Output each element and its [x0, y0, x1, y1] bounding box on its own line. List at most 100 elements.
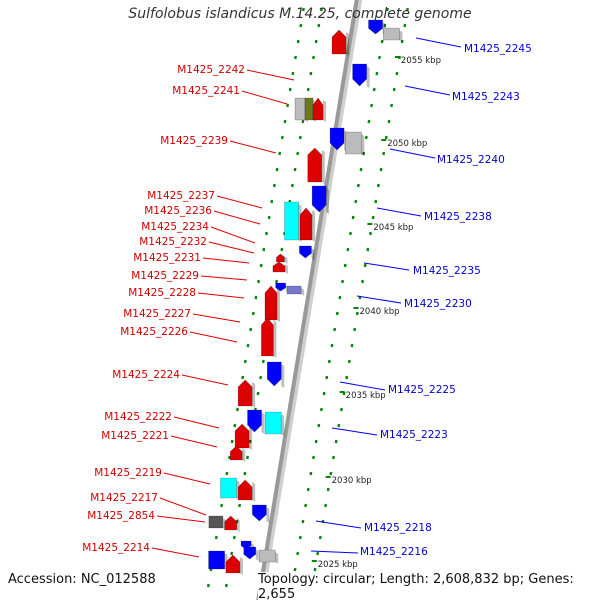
gene-glyph-2235-shade [311, 248, 315, 260]
gene-glyph-2226-shade [273, 320, 277, 358]
gene-glyph-2216c [258, 549, 276, 563]
gene-glyph-2238-shade [326, 188, 330, 214]
gene-glyph-2246 [331, 29, 347, 55]
gene-leader-M1425_2243 [404, 85, 451, 96]
gene-glyph-2216b-shade [255, 549, 259, 561]
gene-leader-M1425_2242 [246, 69, 295, 81]
accession-text: Accession: NC_012588 [8, 572, 156, 587]
genome-backbone [256, 0, 359, 603]
gene-glyph-2236 [299, 207, 313, 241]
gene-glyph-2854b-shade [236, 518, 240, 532]
gene-glyph-2241b [304, 97, 314, 121]
gene-leader-M1425_2228 [197, 292, 245, 299]
gene-label-M1425_2243: M1425_2243 [452, 91, 520, 103]
gene-glyph-2241c-shade [323, 100, 327, 122]
gene-glyph-2245b-shade [399, 30, 403, 42]
gene-label-M1425_2226: M1425_2226 [120, 326, 188, 338]
scale-tick-label-3: 2040 kbp [360, 307, 400, 317]
gene-label-M1425_2218: M1425_2218 [364, 522, 432, 534]
gene-glyph-2230a [275, 282, 286, 292]
scale-tick-label-1: 2030 kbp [332, 476, 372, 486]
gene-label-M1425_2222: M1425_2222 [104, 411, 172, 423]
gene-label-M1425_2240: M1425_2240 [437, 154, 505, 166]
gene-leader-M1425_2240 [389, 148, 436, 159]
gene-leader-M1425_2225 [339, 381, 386, 391]
gene-glyph-2218-shade [266, 507, 270, 523]
gene-glyph-2230b-shade [301, 288, 305, 296]
gene-glyph-2239-shade [321, 150, 325, 184]
gene-glyph-2245b [383, 27, 400, 41]
gene-label-M1425_2225: M1425_2225 [388, 384, 456, 396]
gene-glyph-2221a [234, 423, 250, 449]
gene-glyph-2229 [272, 261, 286, 273]
gene-glyph-2854a [208, 515, 224, 529]
gene-glyph-2236-shade [312, 210, 316, 242]
scale-tick-label-0: 2025 kbp [318, 560, 358, 570]
gene-glyph-2221b [229, 445, 243, 461]
gene-leader-M1425_2226 [189, 331, 238, 343]
gene-label-M1425_2224: M1425_2224 [112, 369, 180, 381]
topology-text: Topology: circular; Length: 2,608,832 bp… [258, 572, 600, 602]
gene-label-M1425_2241: M1425_2241 [172, 85, 240, 97]
gene-leader-M1425_2234 [210, 226, 256, 244]
gene-glyph-2214b [225, 554, 241, 574]
gene-glyph-2231 [276, 253, 285, 263]
gene-glyph-2238 [311, 185, 327, 213]
gene-glyph-2240a [329, 127, 345, 151]
page-title: Sulfolobus islandicus M.14.25, complete … [128, 6, 472, 22]
gene-leader-M1425_2239 [229, 140, 277, 154]
gene-glyph-2224 [237, 379, 253, 407]
gene-label-M1425_2232: M1425_2232 [139, 236, 207, 248]
gene-label-M1425_2237: M1425_2237 [147, 190, 215, 202]
track-dots-3 [310, 7, 409, 588]
scale-tick-label-2: 2035 kbp [346, 391, 386, 401]
gene-leader-M1425_2238 [376, 207, 422, 217]
gene-leader-M1425_2222 [173, 416, 220, 429]
gene-label-M1425_2235: M1425_2235 [413, 265, 481, 277]
gene-label-M1425_2214: M1425_2214 [82, 542, 150, 554]
gene-glyph-2216b [243, 546, 257, 560]
gene-label-M1425_2242: M1425_2242 [177, 64, 245, 76]
gene-glyph-2214b-shade [239, 557, 243, 575]
gene-label-M1425_2231: M1425_2231 [133, 252, 201, 264]
gene-glyph-2224-shade [252, 382, 256, 408]
gene-glyph-2223 [264, 411, 282, 435]
gene-label-M1425_2236: M1425_2236 [144, 205, 212, 217]
gene-glyph-2219b [237, 479, 253, 501]
gene-leader-M1425_2216 [310, 550, 359, 554]
gene-leader-M1425_2227 [192, 313, 241, 323]
gene-label-M1425_2227: M1425_2227 [123, 308, 191, 320]
gene-glyph-2237 [284, 201, 299, 241]
gene-glyph-2246-shade [346, 32, 350, 56]
gene-leader-M1425_2232 [208, 241, 255, 254]
gene-leader-M1425_2217 [159, 497, 207, 516]
gene-leader-M1425_2231 [202, 257, 250, 264]
gene-glyph-2226 [261, 317, 274, 357]
gene-glyph-2854b [224, 515, 238, 531]
gene-label-M1425_2239: M1425_2239 [160, 135, 228, 147]
gene-label-M1425_2245: M1425_2245 [464, 43, 532, 55]
gene-glyph-2221a-shade [249, 426, 253, 450]
gene-label-M1425_2229: M1425_2229 [131, 270, 199, 282]
gene-label-M1425_2223: M1425_2223 [380, 429, 448, 441]
gene-glyph-2243-shade [366, 66, 370, 88]
gene-label-M1425_2219: M1425_2219 [94, 467, 162, 479]
gene-glyph-2239 [307, 147, 323, 183]
track-dots-2 [290, 7, 389, 588]
gene-glyph-2222a-shade [261, 412, 265, 434]
gene-glyph-2228 [264, 285, 278, 321]
gene-label-M1425_2217: M1425_2217 [90, 492, 158, 504]
gene-glyph-2222a [247, 409, 262, 433]
gene-glyph-2229-shade [284, 264, 288, 274]
gene-glyph-2219a [220, 477, 237, 499]
gene-glyph-2230b [286, 285, 302, 295]
scale-tick-label-5: 2050 kbp [387, 139, 427, 149]
gene-label-M1425_2221: M1425_2221 [101, 430, 169, 442]
gene-leader-M1425_2219 [163, 472, 211, 485]
gene-label-M1425_2230: M1425_2230 [404, 298, 472, 310]
scale-tick-label-4: 2045 kbp [373, 223, 413, 233]
gene-leader-M1425_2235 [363, 262, 410, 271]
gene-glyph-2221b-shade [242, 448, 246, 462]
